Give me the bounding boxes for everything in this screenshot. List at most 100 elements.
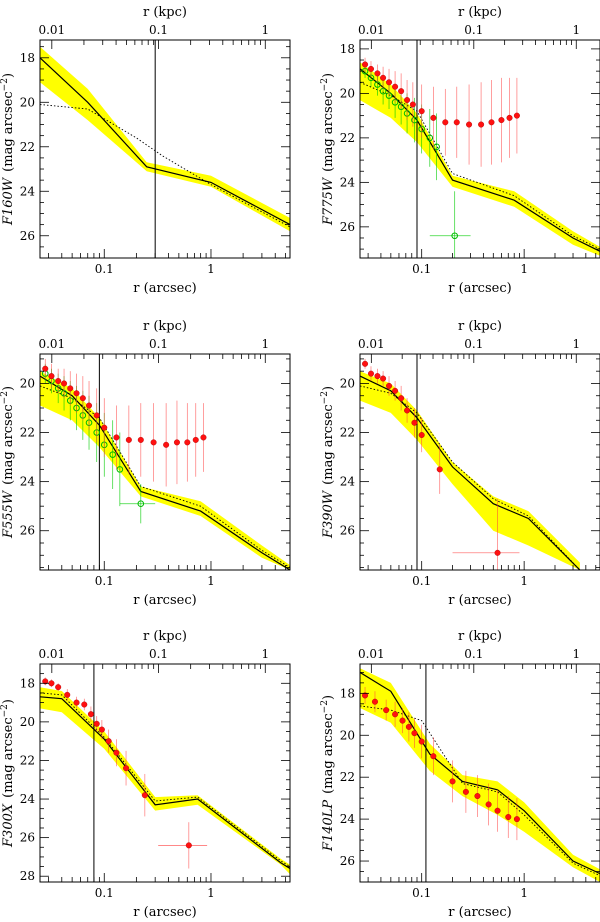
y-tick-label: 20 (20, 376, 35, 390)
y-tick-label: 20 (20, 95, 35, 109)
tick-marks (40, 40, 290, 259)
panel-f140lp: 0.1 1 0.01 0.1 1 18 20 22 24 26 r (arcsec) r (kpc) F… (320, 629, 600, 920)
red-points (42, 358, 207, 487)
data-point (150, 439, 157, 446)
data-point (506, 114, 513, 121)
data-point (116, 466, 124, 473)
data-point (466, 121, 473, 128)
x-tick-label: 1 (207, 262, 215, 276)
y-tick-label: 22 (340, 770, 355, 784)
data-point (404, 97, 411, 104)
top-tick-label: 0.01 (358, 23, 385, 37)
top-axis-label: r (kpc) (143, 5, 187, 20)
data-point (173, 439, 180, 446)
plot-area (40, 354, 290, 570)
plot-area (360, 664, 600, 882)
data-point (411, 419, 418, 426)
panel-f160w: 0.1 1 0.01 0.1 1 18 20 22 24 26 r (arcsec) r (kpc) F… (0, 5, 291, 296)
y-tick-label: 22 (20, 140, 35, 154)
data-point (426, 134, 434, 142)
top-tick-label: 0.1 (464, 337, 483, 351)
data-point (200, 434, 207, 441)
y-tick-label: 26 (340, 220, 355, 234)
top-axis-label: r (kpc) (143, 629, 187, 644)
data-point (163, 441, 170, 448)
panel-f555w: 0.1 1 0.01 0.1 1 20 22 24 26 r (arcsec) r (kpc) F55… (0, 319, 291, 608)
top-tick-label: 1 (261, 23, 269, 37)
filter-name: F555W (1, 489, 16, 539)
data-point (374, 70, 381, 77)
x-tick-label: 1 (207, 574, 215, 588)
unit-close: ) (321, 695, 336, 700)
data-point (418, 108, 425, 115)
data-point (478, 121, 485, 128)
data-point (362, 692, 369, 699)
unit-close: ) (1, 699, 16, 704)
data-point (362, 360, 369, 367)
data-point (386, 79, 393, 86)
unit-close: ) (321, 386, 336, 391)
data-point (113, 434, 120, 441)
x-tick-label: 0.1 (95, 574, 114, 588)
data-point (48, 373, 55, 380)
data-point (392, 83, 399, 90)
data-point (105, 738, 112, 745)
x-tick-label: 0.1 (412, 574, 431, 588)
data-point (418, 738, 425, 745)
red-points (362, 687, 520, 841)
unit-exponent: −2 (0, 704, 10, 717)
plot-area (40, 40, 290, 258)
data-point (513, 112, 520, 119)
data-point (474, 793, 481, 800)
x-axis-label: r (arcsec) (133, 281, 196, 296)
data-point (137, 500, 145, 508)
unit-exponent: −2 (320, 78, 330, 91)
data-point (411, 730, 418, 737)
data-point (55, 684, 62, 691)
top-axis-label: r (kpc) (143, 319, 187, 334)
filter-name: F160W (1, 176, 16, 226)
unit-exponent: −2 (0, 78, 10, 91)
y-tick-label: 20 (340, 86, 355, 100)
top-tick-label: 0.1 (149, 337, 168, 351)
tick-marks (360, 664, 600, 883)
model-uncertainty-band (360, 62, 600, 256)
data-point (81, 701, 88, 708)
y-tick-label: 24 (340, 175, 356, 189)
tick-marks (360, 40, 600, 258)
plot-area (360, 40, 600, 258)
x-tick-label: 0.1 (95, 262, 114, 276)
data-point (494, 549, 501, 556)
data-point (485, 801, 492, 808)
top-tick-label: 0.1 (464, 23, 483, 37)
y-tick-label: 24 (340, 475, 356, 489)
data-point (87, 711, 94, 718)
unit-label: (mag arcsec (321, 404, 336, 485)
unit-label: (mag arcsec (1, 717, 16, 798)
dotted-model-line (360, 705, 600, 877)
panel-f390w: 0.1 1 0.01 0.1 1 20 22 24 26 r (arcsec) r (kpc) F39… (320, 319, 600, 608)
data-point (430, 753, 437, 760)
top-tick-label: 0.1 (149, 23, 168, 37)
panel-f300x: 0.1 1 0.01 0.1 1 18 20 22 24 26 28 r (arcsec) r (kpc… (0, 629, 291, 920)
unit-label: (mag arcsec (321, 713, 336, 794)
filter-name: F390W (321, 489, 336, 539)
data-point (79, 395, 86, 402)
data-point (398, 395, 405, 402)
data-point (42, 365, 49, 372)
data-point (93, 412, 100, 419)
data-point (418, 432, 425, 439)
data-point (185, 842, 192, 849)
dotted-model-line (40, 692, 290, 867)
data-point (513, 816, 520, 823)
panel-f775w: 0.1 1 0.01 0.1 1 18 20 22 24 26 r (arcsec) r (kpc) F… (320, 5, 600, 296)
top-tick-label: 0.01 (38, 23, 65, 37)
unit-exponent: −2 (320, 391, 330, 404)
x-axis-label: r (arcsec) (448, 905, 511, 920)
y-tick-label: 18 (20, 676, 35, 690)
y-tick-label: 22 (340, 131, 355, 145)
top-tick-label: 1 (261, 647, 269, 661)
unit-close: ) (321, 73, 336, 78)
data-point (192, 436, 199, 443)
